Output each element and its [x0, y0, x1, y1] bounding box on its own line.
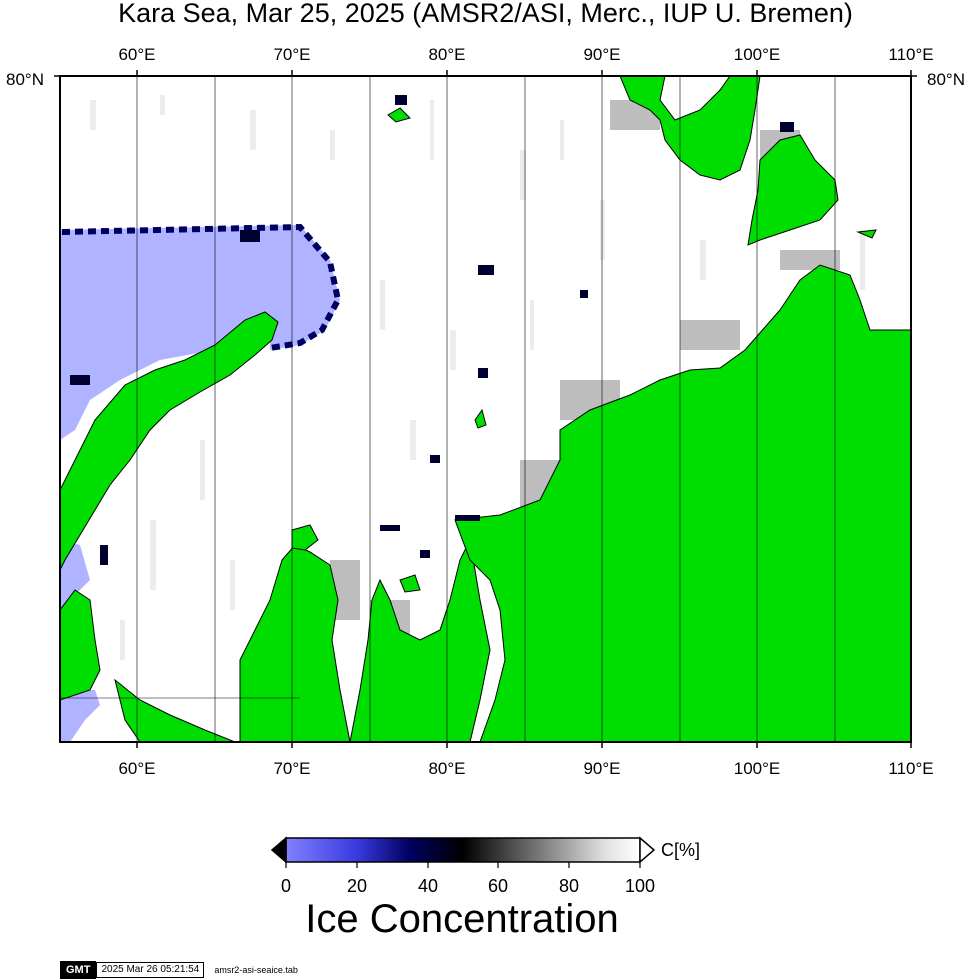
lat-label-left: 80°N — [6, 70, 44, 89]
lat-label-right: 80°N — [927, 70, 965, 89]
land-southwest — [114, 678, 236, 742]
lon-label-top: 70°E — [273, 45, 310, 64]
land-yamal — [239, 544, 351, 742]
gmt-timestamp: 2025 Mar 26 05:21:54 — [96, 962, 205, 978]
gmt-filename: amsr2-asi-seaice.tab — [214, 965, 298, 975]
land-novaya-zemlya — [60, 311, 279, 571]
open-water-region — [60, 225, 340, 440]
lon-label-top: 90°E — [583, 45, 620, 64]
land-taymyr — [454, 264, 911, 742]
colorbar-tick-label: 40 — [417, 876, 439, 896]
colorbar-low-triangle — [270, 836, 287, 864]
colorbar-tick-label: 0 — [280, 876, 291, 896]
colorbar-tick-label: 20 — [346, 876, 368, 896]
colorbar — [270, 836, 656, 868]
lon-label-top: 110°E — [888, 45, 933, 64]
colorbar-high-triangle — [639, 836, 656, 864]
lon-label-top: 60°E — [118, 45, 155, 64]
lon-label-bottom: 80°E — [428, 759, 465, 778]
open-water-edge — [61, 223, 342, 351]
land-island-a — [387, 107, 411, 123]
lon-label-top: 80°E — [428, 45, 465, 64]
land-severnaya-zemlya-2 — [747, 134, 839, 246]
frame-ticks — [54, 70, 917, 748]
gmt-footer: GMT 2025 Mar 26 05:21:54 amsr2-asi-seaic… — [60, 961, 298, 979]
colorbar-unit-label: C[%] — [661, 840, 701, 860]
colorbar-gradient — [285, 837, 641, 863]
land-island-d — [399, 574, 421, 593]
lon-label-bottom: 90°E — [583, 759, 620, 778]
gmt-logo: GMT — [60, 961, 97, 979]
colorbar-title: Ice Concentration — [305, 897, 619, 941]
land-vaygach — [60, 589, 101, 701]
colorbar-ticks — [285, 862, 641, 868]
map-frame — [59, 75, 912, 743]
map-body — [60, 76, 911, 742]
open-water-south — [60, 690, 100, 742]
low-concentration-flecks — [70, 95, 794, 565]
lon-label-bottom: 110°E — [888, 759, 933, 778]
lon-label-top: 100°E — [734, 45, 781, 64]
land-island-b — [474, 408, 487, 429]
colorbar-tick-label: 100 — [624, 876, 656, 896]
ice-texture — [90, 95, 865, 660]
map-title: Kara Sea, Mar 25, 2025 (AMSR2/ASI, Merc.… — [118, 0, 853, 28]
land-gydan — [349, 538, 491, 742]
graticule — [60, 76, 836, 742]
land-island-c — [856, 229, 877, 239]
colorbar-tick-label: 80 — [558, 876, 580, 896]
lon-label-bottom: 100°E — [734, 759, 781, 778]
land-severnaya-zemlya-1 — [619, 76, 761, 181]
open-water-west — [60, 540, 90, 610]
colorbar-tick-label: 60 — [487, 876, 509, 896]
lon-label-bottom: 70°E — [273, 759, 310, 778]
lon-label-bottom: 60°E — [118, 759, 155, 778]
